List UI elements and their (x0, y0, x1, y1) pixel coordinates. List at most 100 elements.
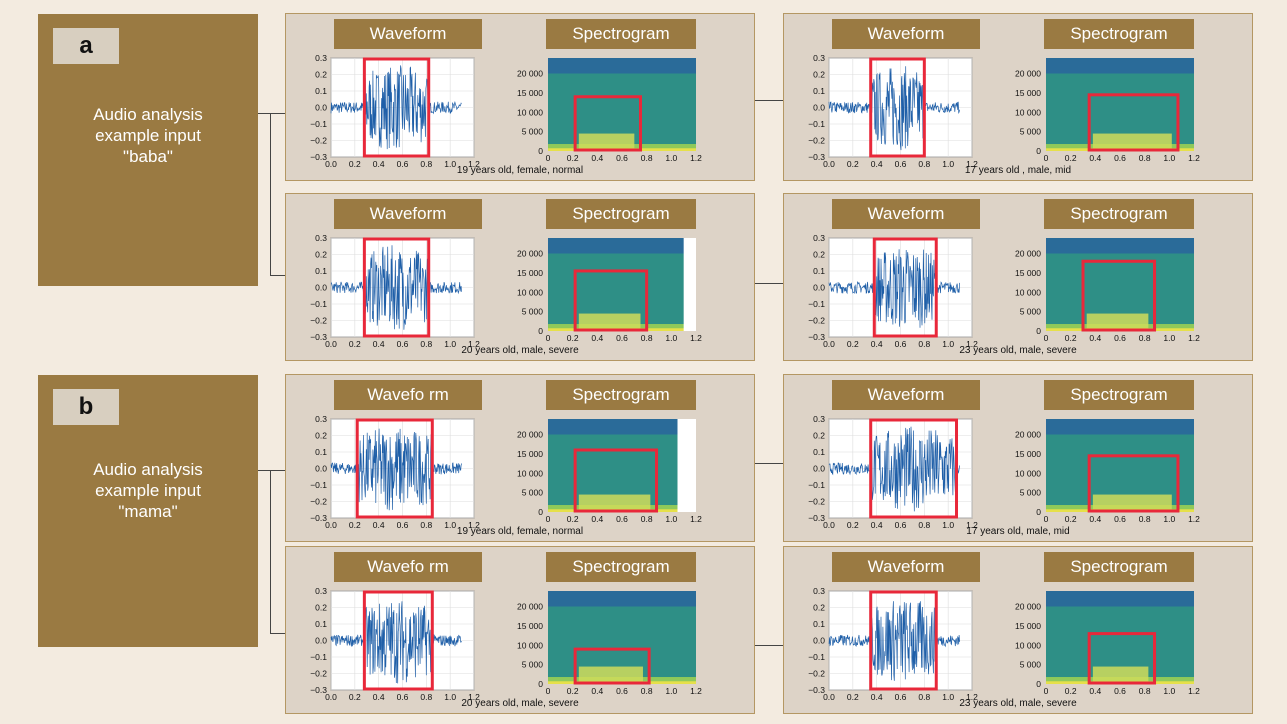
x-tick-label: 1.2 (690, 153, 702, 163)
caption-line: example input (95, 126, 201, 145)
x-tick-label: 0 (1044, 333, 1049, 343)
spectrogram-header: Spectrogram (546, 199, 696, 229)
x-tick-label: 1.2 (966, 692, 978, 702)
caption-line: example input (95, 481, 201, 500)
x-tick-label: 0.2 (567, 153, 579, 163)
panel-subtitle: 17 years old , male, mid (964, 165, 1072, 176)
spectrogram-energy (1092, 666, 1149, 684)
x-tick-label: 0.2 (1065, 333, 1077, 343)
y-tick-label: −0.1 (310, 119, 327, 129)
x-tick-label: 0.8 (641, 153, 653, 163)
x-tick-label: 0.8 (1139, 686, 1151, 696)
y-tick-label: 0 (1036, 507, 1041, 517)
spectrogram-band (548, 58, 696, 74)
x-tick-label: 0.6 (616, 686, 628, 696)
panel-subtitle: 20 years old, male, severe (461, 698, 579, 709)
connector-line (270, 113, 271, 275)
x-tick-label: 0.4 (373, 159, 385, 169)
x-tick-label: 1.0 (444, 520, 456, 530)
x-tick-label: 1.2 (1188, 686, 1200, 696)
x-tick-label: 1.2 (1188, 153, 1200, 163)
x-tick-label: 1.0 (1163, 333, 1175, 343)
y-tick-label: 0.2 (315, 250, 327, 260)
y-tick-label: −0.3 (808, 332, 825, 342)
x-tick-label: 0.4 (871, 339, 883, 349)
y-tick-label: 0 (538, 146, 543, 156)
spectrogram-energy (1086, 313, 1149, 331)
x-tick-label: 0.4 (373, 692, 385, 702)
y-tick-label: 0.1 (315, 86, 327, 96)
spectrogram-energy (578, 133, 635, 151)
section-letter: a (53, 28, 119, 64)
y-tick-label: −0.2 (808, 497, 825, 507)
caption-line: "mama" (118, 502, 178, 521)
x-tick-label: 1.0 (444, 159, 456, 169)
x-tick-label: 1.0 (942, 692, 954, 702)
x-tick-label: 0.8 (918, 520, 930, 530)
waveform-trace (828, 601, 960, 681)
y-tick-label: 0.1 (315, 266, 327, 276)
y-tick-label: 5 000 (522, 660, 544, 670)
x-tick-label: 0.0 (823, 339, 835, 349)
x-tick-label: 0.0 (823, 520, 835, 530)
x-tick-label: 1.0 (444, 692, 456, 702)
x-tick-label: 0 (546, 153, 551, 163)
waveform-header: Waveform (832, 19, 980, 49)
highlight-box (573, 448, 659, 513)
spectrogram-header: Spectrogram (1044, 380, 1194, 410)
y-tick-label: −0.2 (310, 669, 327, 679)
x-tick-label: 0.6 (895, 692, 907, 702)
highlight-box (355, 418, 434, 519)
panel-subtitle: 23 years old, male, severe (959, 698, 1077, 709)
highlight-box (362, 237, 431, 338)
connector-line (258, 113, 285, 114)
y-tick-label: −0.2 (310, 497, 327, 507)
y-tick-label: 5 000 (522, 307, 544, 317)
spectrogram-header: Spectrogram (1044, 19, 1194, 49)
x-tick-label: 0.8 (918, 339, 930, 349)
highlight-box (1087, 454, 1180, 513)
connector-line (270, 470, 271, 633)
x-tick-label: 0.6 (895, 339, 907, 349)
highlight-box (869, 418, 959, 519)
spectrogram-band (548, 419, 696, 435)
plot-area: 0.0 0.2 0.4 0.6 0.8 1.0 1.2 0.3 0.2 0.1 0.0 −0.1 −0.… (310, 414, 702, 530)
section-a-box: a Audio analysis example input "baba" (38, 14, 258, 286)
x-tick-label: 0 (546, 333, 551, 343)
highlight-box (1081, 259, 1157, 332)
y-tick-label: 0 (1036, 679, 1041, 689)
x-tick-label: 1.2 (1188, 514, 1200, 524)
x-tick-label: 1.0 (665, 333, 677, 343)
plot-area: 0.0 0.2 0.4 0.6 0.8 1.0 1.2 0.3 0.2 0.1 0.0 −0.1 −0.… (310, 53, 702, 169)
waveform-trace (828, 249, 960, 328)
y-tick-label: 0.1 (813, 619, 825, 629)
connector-line (755, 645, 783, 646)
waveform-trace (330, 65, 462, 150)
section-letter: b (53, 389, 119, 425)
highlight-box (1087, 632, 1157, 685)
x-tick-label: 0.2 (1065, 686, 1077, 696)
waveform-trace (330, 428, 462, 511)
spectrogram-header: Spectrogram (546, 552, 696, 582)
y-tick-label: −0.2 (310, 316, 327, 326)
x-tick-label: 0.4 (373, 520, 385, 530)
x-tick-label: 0.6 (397, 159, 409, 169)
y-tick-label: −0.1 (310, 652, 327, 662)
x-tick-label: 0.6 (1114, 153, 1126, 163)
x-tick-label: 0.2 (1065, 514, 1077, 524)
y-tick-label: −0.3 (310, 513, 327, 523)
y-tick-label: −0.3 (808, 152, 825, 162)
x-tick-label: 0.8 (420, 159, 432, 169)
y-tick-label: 0.0 (315, 636, 327, 646)
x-tick-label: 0.6 (895, 520, 907, 530)
x-tick-label: 0.2 (847, 159, 859, 169)
plot-area: 0.0 0.2 0.4 0.6 0.8 1.0 1.2 0.3 0.2 0.1 0.0 −0.1 −0.… (808, 233, 1200, 349)
x-tick-label: 0.4 (591, 333, 603, 343)
plot-area: 0.0 0.2 0.4 0.6 0.8 1.0 1.2 0.3 0.2 0.1 0.0 −0.1 −0.… (808, 53, 1200, 169)
x-tick-label: 0.6 (397, 339, 409, 349)
x-tick-label: 0.4 (871, 520, 883, 530)
y-tick-label: 0 (538, 326, 543, 336)
spectrogram-band (1046, 591, 1194, 607)
y-tick-label: 5 000 (522, 127, 544, 137)
x-tick-label: 0.8 (918, 692, 930, 702)
